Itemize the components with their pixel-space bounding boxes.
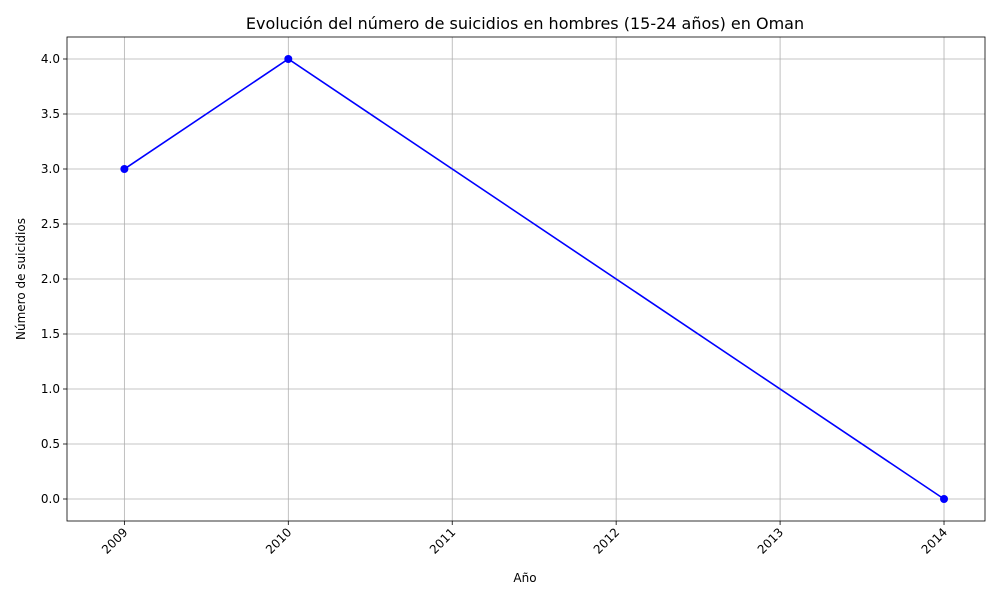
- data-point: [120, 165, 129, 173]
- y-axis-label: Número de suicidios: [14, 218, 28, 340]
- x-tick-label: 2014: [919, 525, 950, 556]
- x-tick-label: 2012: [591, 525, 622, 556]
- x-tick-label: 2013: [755, 525, 786, 556]
- y-tick-label: 2.5: [41, 217, 60, 231]
- y-tick-label: 3.0: [41, 162, 60, 176]
- grid: [67, 37, 985, 521]
- data-point: [284, 55, 293, 63]
- ticks: 2009 2010 2011 2012 2013 2014 0.0 0.5 1.0 1.5 2.0 2…: [41, 52, 950, 557]
- x-tick-label: 2011: [427, 525, 458, 556]
- data-point: [940, 495, 949, 503]
- y-tick-label: 1.0: [41, 382, 60, 396]
- y-tick-label: 4.0: [41, 52, 60, 66]
- series-layer: [120, 55, 949, 503]
- y-tick-label: 0.5: [41, 437, 60, 451]
- y-tick-label: 2.0: [41, 272, 60, 286]
- x-tick-label: 2010: [263, 525, 294, 556]
- y-tick-label: 3.5: [41, 107, 60, 121]
- y-tick-label: 0.0: [41, 492, 60, 506]
- x-tick-label: 2009: [99, 525, 130, 556]
- y-tick-label: 1.5: [41, 327, 60, 341]
- chart-title: Evolución del número de suicidios en hom…: [246, 14, 804, 33]
- x-axis-label: Año: [513, 571, 536, 585]
